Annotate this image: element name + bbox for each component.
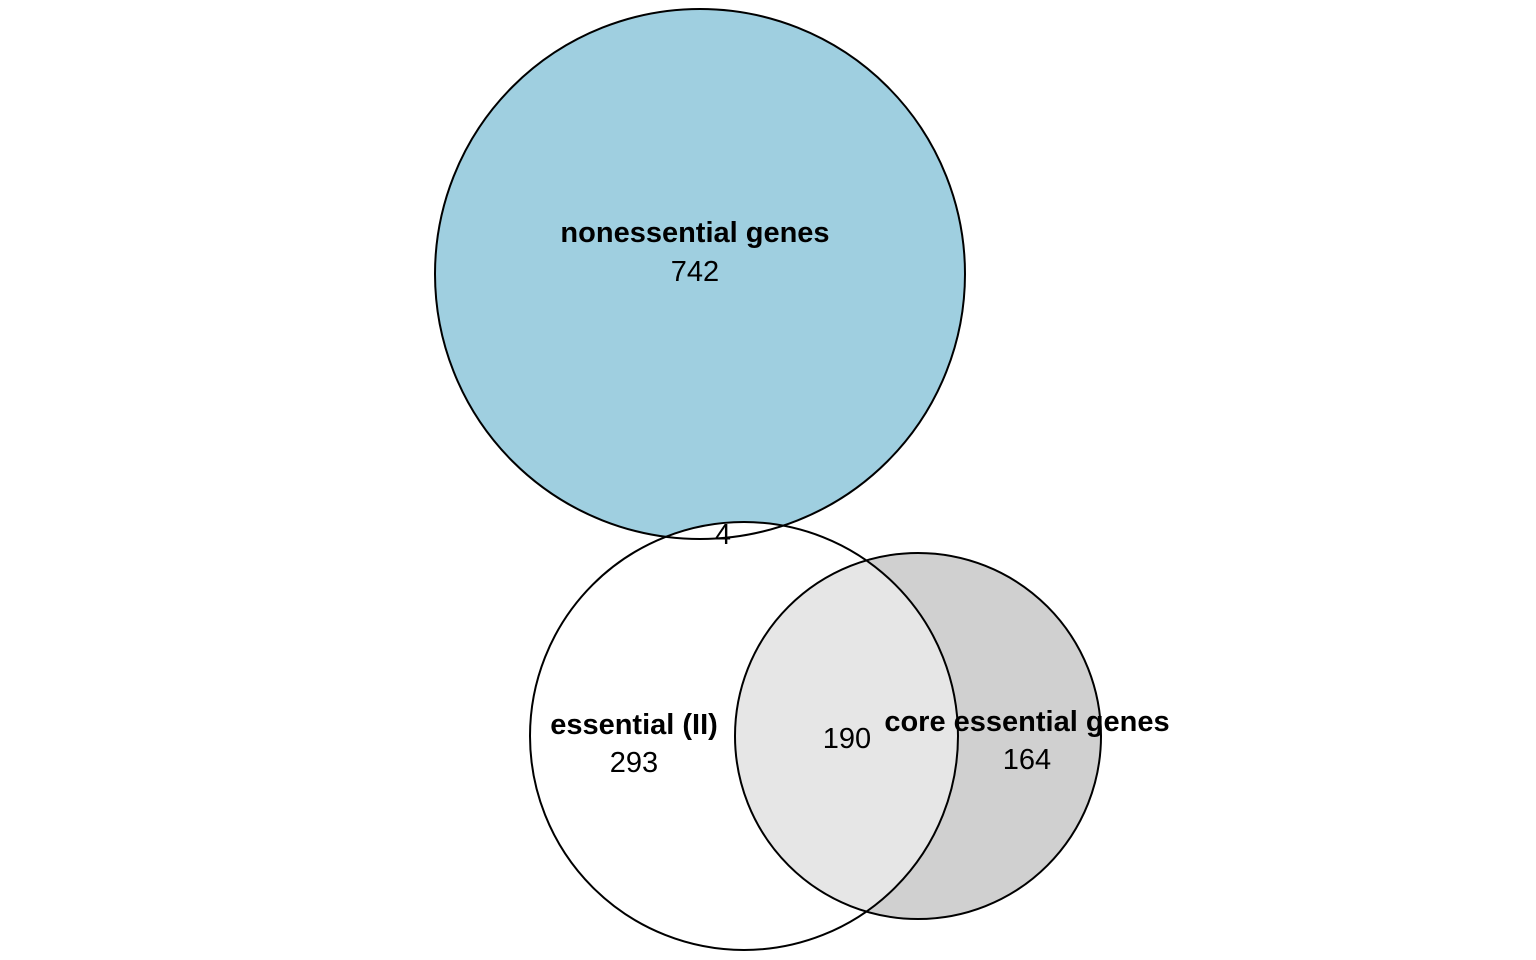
essential-core-overlap-region <box>735 553 958 919</box>
nonessential-essential-count: 4 <box>715 519 731 551</box>
core-only-count: 164 <box>1003 744 1051 776</box>
core-essential-genes-label: core essential genes <box>884 706 1169 738</box>
essential-ii-outline <box>529 521 959 951</box>
nonessential-genes-circle <box>435 9 965 539</box>
nonessential-genes-outline <box>434 8 966 540</box>
essential-only-count: 293 <box>610 747 658 779</box>
essential-ii-label: essential (II) <box>550 709 718 741</box>
nonessential-genes-label: nonessential genes <box>560 217 829 249</box>
nonessential-only-count: 742 <box>671 256 719 288</box>
core-essential-genes-outline <box>734 552 1102 920</box>
essential-core-count: 190 <box>823 723 871 755</box>
